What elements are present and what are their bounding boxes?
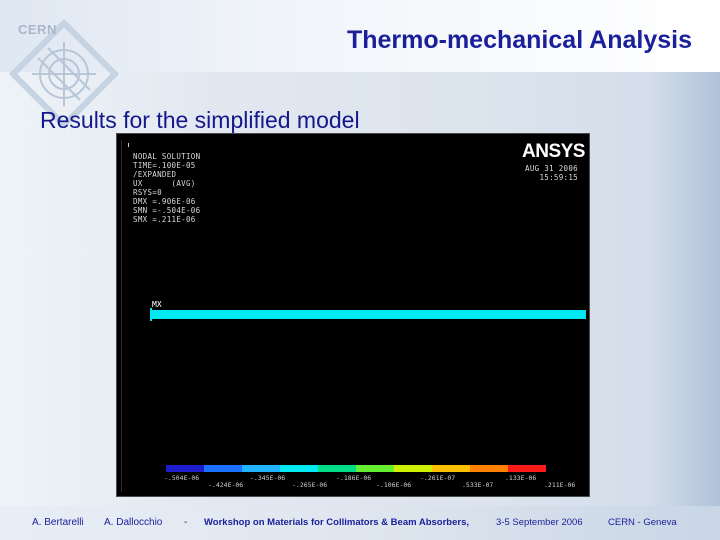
legend-color-segment: [356, 465, 394, 472]
header-background: [0, 0, 720, 72]
info-line: /EXPANDED: [133, 170, 177, 179]
cern-logo-watermark: [8, 18, 120, 130]
plot-frame-line: [121, 140, 584, 492]
legend-label-upper: .533E-07: [462, 481, 494, 489]
legend-label-lower: -.504E-06: [164, 474, 200, 482]
legend-color-segment: [204, 465, 242, 472]
window-number-mark: [128, 143, 129, 147]
footer-author-1: A. Bertarelli: [32, 517, 84, 528]
cern-logo-text: CERN: [18, 22, 57, 37]
legend-color-segment: [432, 465, 470, 472]
legend-label-upper: -.106E-06: [376, 481, 412, 489]
footer-author-2: A. Dallocchio: [104, 517, 163, 528]
beam-model: [152, 310, 586, 319]
legend-color-segment: [394, 465, 432, 472]
info-line: RSYS=0: [133, 188, 162, 197]
max-marker-label: MX: [152, 300, 162, 309]
plot-timestamp: AUG 31 2006 15:59:15: [522, 164, 578, 182]
footer-background: [0, 506, 720, 540]
info-line: UX (AVG): [133, 179, 196, 188]
right-gradient-shade: [650, 72, 720, 520]
legend-color-segment: [242, 465, 280, 472]
legend-color-segment: [166, 465, 204, 472]
legend-label-upper: -.265E-06: [292, 481, 328, 489]
legend-color-segment: [508, 465, 546, 472]
solution-info-block: NODAL SOLUTION TIME=.100E-05 /EXPANDED U…: [133, 152, 200, 224]
info-line: NODAL SOLUTION: [133, 152, 201, 161]
page-subtitle: Results for the simplified model: [40, 107, 360, 133]
legend-color-segment: [470, 465, 508, 472]
info-line: SMN =-.504E-06: [133, 206, 201, 215]
ansys-brand: ANSYS: [522, 141, 585, 162]
beam-end-marker: [150, 308, 152, 321]
legend-label-upper: -.424E-06: [208, 481, 244, 489]
legend-color-segment: [280, 465, 318, 472]
plot-date: AUG 31 2006: [525, 164, 578, 173]
color-legend-bar: [166, 465, 546, 472]
legend-label-lower: -.345E-06: [250, 474, 286, 482]
footer-separator: -: [184, 517, 188, 528]
footer-location: CERN - Geneva: [608, 517, 677, 528]
info-line: TIME=.100E-05: [133, 161, 196, 170]
legend-label-upper: .211E-06: [544, 481, 576, 489]
info-line: SMX =.211E-06: [133, 215, 196, 224]
legend-label-lower: .133E-06: [505, 474, 537, 482]
legend-label-lower: -.261E-07: [420, 474, 456, 482]
footer-workshop-title: Workshop on Materials for Collimators & …: [204, 517, 469, 528]
plot-time: 15:59:15: [539, 173, 578, 182]
footer-workshop-date: 3-5 September 2006: [496, 517, 583, 528]
info-line: DMX =.906E-06: [133, 197, 196, 206]
legend-color-segment: [318, 465, 356, 472]
legend-label-lower: -.186E-06: [336, 474, 372, 482]
page-title: Thermo-mechanical Analysis: [346, 26, 692, 54]
